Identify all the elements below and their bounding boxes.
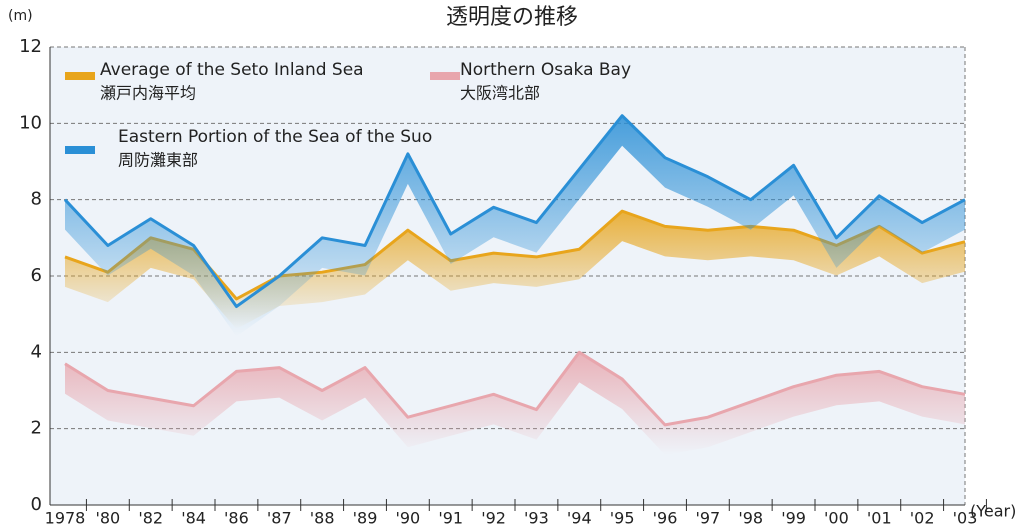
y-tick-label: 4 xyxy=(31,341,42,362)
x-tick-label: '03 xyxy=(953,509,978,526)
x-tick-label: '87 xyxy=(267,509,292,526)
x-tick-label: '95 xyxy=(610,509,635,526)
legend-swatch xyxy=(65,72,95,80)
x-tick-label: '89 xyxy=(353,509,378,526)
legend-swatch xyxy=(65,146,95,154)
series-band xyxy=(65,115,965,337)
y-tick-label: 0 xyxy=(31,494,42,515)
x-tick-label: '90 xyxy=(395,509,420,526)
x-tick-label: '99 xyxy=(781,509,806,526)
x-tick-label: '93 xyxy=(524,509,549,526)
x-tick-label: '91 xyxy=(438,509,463,526)
x-tick-label: '01 xyxy=(867,509,892,526)
legend-label: Eastern Portion of the Sea of the Suo xyxy=(118,127,432,147)
x-tick-label: '92 xyxy=(481,509,506,526)
y-tick-label: 12 xyxy=(19,36,42,57)
y-tick-label: 10 xyxy=(19,112,42,133)
x-tick-label: '00 xyxy=(824,509,849,526)
y-tick-label: 8 xyxy=(31,189,42,210)
x-tick-label: '84 xyxy=(181,509,206,526)
x-tick-label: '88 xyxy=(310,509,335,526)
chart-title: 透明度の推移 xyxy=(446,5,578,30)
legend-label-ja: 瀬戸内海平均 xyxy=(100,84,196,103)
series-line xyxy=(64,350,966,427)
legend-swatch xyxy=(430,72,460,80)
series-line xyxy=(63,114,966,309)
x-tick-label: '96 xyxy=(653,509,678,526)
x-axis-label: (Year) xyxy=(970,502,1016,521)
x-tick-label: '80 xyxy=(95,509,120,526)
legend-label: Northern Osaka Bay xyxy=(460,60,631,80)
y-unit: (m) xyxy=(8,8,33,24)
legend-label: Average of the Seto Inland Sea xyxy=(100,60,364,80)
x-tick-label: '97 xyxy=(695,509,720,526)
x-tick-label: '98 xyxy=(738,509,763,526)
x-tick-label: '82 xyxy=(138,509,163,526)
x-tick-label: '02 xyxy=(910,509,935,526)
x-tick-label: '94 xyxy=(567,509,592,526)
series-band xyxy=(65,211,965,329)
y-tick-label: 2 xyxy=(31,418,42,439)
y-tick-label: 6 xyxy=(31,265,42,286)
legend-label-ja: 周防灘東部 xyxy=(118,151,198,170)
x-tick-label: 1978 xyxy=(45,509,86,526)
legend-label-ja: 大阪湾北部 xyxy=(460,84,540,103)
x-tick-label: '86 xyxy=(224,509,249,526)
series-band xyxy=(65,352,965,455)
